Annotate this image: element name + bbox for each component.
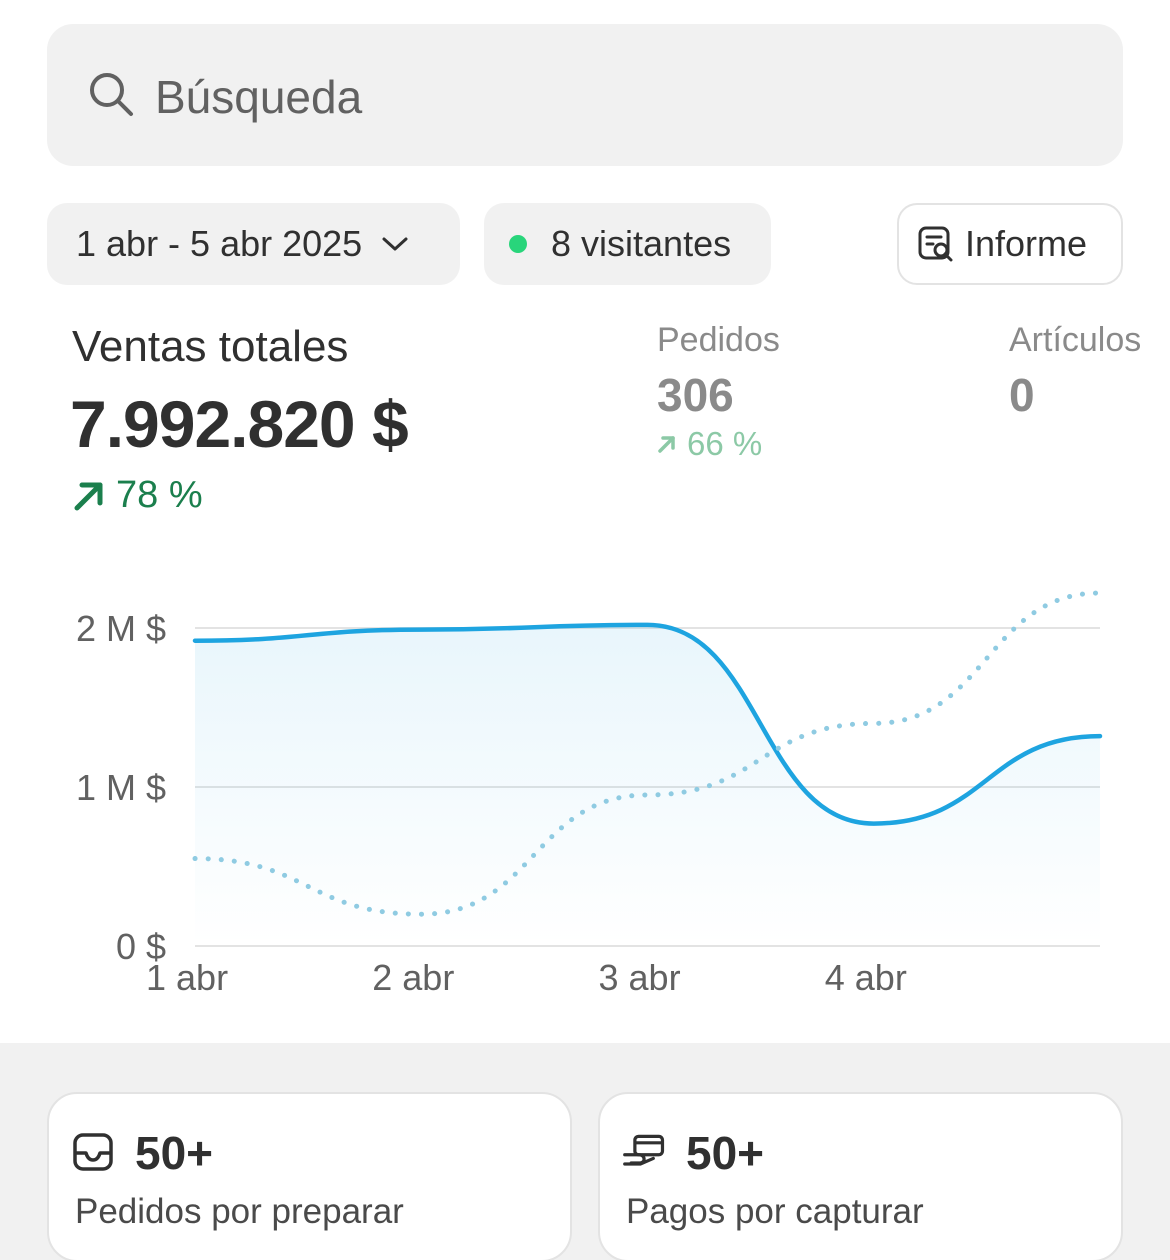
total-sales-label: Ventas totales <box>72 322 349 371</box>
x-tick-label: 2 abr <box>372 957 454 998</box>
payments-to-capture-label: Pagos por capturar <box>626 1192 924 1231</box>
report-button[interactable]: Informe <box>897 203 1123 285</box>
search-bar[interactable]: Búsqueda <box>47 24 1123 166</box>
orders-to-fulfill-card[interactable]: 50+ Pedidos por preparar <box>47 1092 572 1260</box>
inbox-icon <box>73 1133 113 1171</box>
report-search-icon <box>918 226 953 262</box>
comparison-series-line <box>192 590 1103 917</box>
live-dot-icon <box>509 235 527 253</box>
visitors-label: 8 visitantes <box>551 223 732 264</box>
y-tick-label: 0 $ <box>116 926 166 967</box>
sales-line-chart: 0 $ 1 M $ 2 M $ 1 abr 2 abr 3 abr 4 abr <box>76 590 1103 998</box>
payment-hand-icon <box>623 1134 665 1166</box>
live-visitors-button[interactable]: 8 visitantes <box>484 203 771 285</box>
arrow-up-right-icon <box>658 436 675 453</box>
total-sales-trend-value: 78 % <box>116 474 203 516</box>
orders-trend-value: 66 % <box>687 425 763 462</box>
payments-to-capture-card[interactable]: 50+ Pagos por capturar <box>598 1092 1123 1260</box>
date-range-label: 1 abr - 5 abr 2025 <box>76 223 363 264</box>
current-series-line <box>192 622 1103 826</box>
orders-trend: 66 % <box>657 425 762 463</box>
x-tick-label: 1 abr <box>146 957 228 998</box>
x-tick-label: 3 abr <box>599 957 681 998</box>
x-tick-label: 4 abr <box>825 957 907 998</box>
orders-value: 306 <box>657 369 734 421</box>
total-sales-trend: 78 % <box>72 474 203 517</box>
chevron-down-icon <box>382 237 408 251</box>
y-tick-label: 2 M $ <box>76 608 166 649</box>
search-icon <box>90 73 133 116</box>
total-sales-value: 7.992.820 $ <box>70 387 409 461</box>
report-label: Informe <box>965 223 1088 264</box>
items-value: 0 <box>1009 369 1035 421</box>
y-tick-label: 1 M $ <box>76 767 166 808</box>
series-area <box>195 624 1100 946</box>
arrow-up-right-icon <box>74 482 103 510</box>
payments-to-capture-count: 50+ <box>686 1127 765 1179</box>
items-label: Artículos <box>1009 321 1142 359</box>
orders-to-fulfill-count: 50+ <box>135 1127 214 1179</box>
orders-label: Pedidos <box>657 321 780 359</box>
date-range-button[interactable]: 1 abr - 5 abr 2025 <box>47 203 460 285</box>
orders-to-fulfill-label: Pedidos por preparar <box>75 1192 404 1231</box>
search-input[interactable]: Búsqueda <box>155 71 363 123</box>
